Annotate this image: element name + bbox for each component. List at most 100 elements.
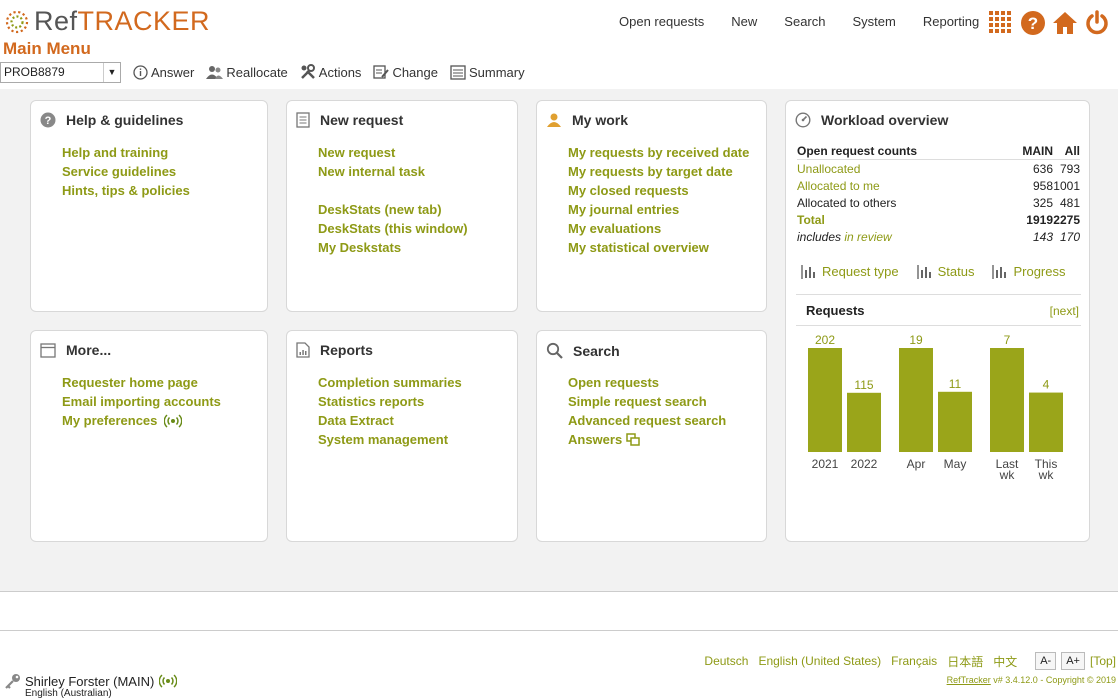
home-icon[interactable] [1052, 10, 1078, 36]
new-window-icon [626, 433, 640, 446]
tools-icon [300, 64, 315, 79]
link-my-closed-requests[interactable]: My closed requests [568, 183, 689, 198]
lang-japanese[interactable]: 日本語 [947, 654, 984, 669]
workload-tabs: Request type Status Progress [801, 264, 1084, 279]
link-deskstats-new-tab[interactable]: DeskStats (new tab) [318, 202, 442, 217]
answer-button[interactable]: Answer [133, 65, 194, 80]
link-help-training[interactable]: Help and training [62, 145, 169, 160]
request-select[interactable]: PROB8879 ▼ [0, 61, 121, 83]
chart-bar[interactable] [808, 348, 842, 452]
change-button[interactable]: Change [373, 64, 438, 80]
chart-category-label: Last [996, 457, 1019, 471]
key-icon [5, 674, 20, 689]
link-simple-search[interactable]: Simple request search [568, 394, 707, 409]
link-requester-home[interactable]: Requester home page [62, 375, 198, 390]
link-answers[interactable]: Answers [568, 430, 726, 449]
tab-request-type[interactable]: Request type [801, 264, 908, 279]
summary-button[interactable]: Summary [450, 65, 525, 80]
logo-tracker: TRACKER [77, 6, 211, 36]
chart-value-label: 11 [949, 377, 962, 391]
font-increase-button[interactable]: A+ [1061, 652, 1085, 670]
answers-label: Answers [568, 432, 623, 447]
link-statistics-reports[interactable]: Statistics reports [318, 394, 425, 409]
chart-category-label: This [1035, 457, 1058, 471]
workload-row-total[interactable]: Total 1919 2275 [797, 212, 1080, 227]
reallocate-button[interactable]: Reallocate [206, 65, 288, 80]
bar-chart-icon [916, 264, 931, 279]
language-bar: Deutsch English (United States) Français… [704, 652, 1118, 670]
link-my-journal-entries[interactable]: My journal entries [568, 202, 680, 217]
requests-chart-area: Requests [next] 202 2021 115 2022 19 Apr 11 May… [796, 294, 1081, 499]
tab-status[interactable]: Status [916, 264, 984, 279]
link-my-evaluations[interactable]: My evaluations [568, 221, 662, 236]
font-decrease-button[interactable]: A- [1035, 652, 1057, 670]
logo[interactable]: RefTRACKER [4, 6, 210, 37]
lang-english-us[interactable]: English (United States) [758, 654, 882, 668]
lang-deutsch[interactable]: Deutsch [704, 654, 749, 668]
nav-reporting[interactable]: Reporting [922, 14, 980, 29]
power-icon[interactable] [1084, 10, 1110, 36]
link-my-statistical-overview[interactable]: My statistical overview [568, 240, 709, 255]
chart-category-label: May [944, 457, 967, 471]
workload-header: Open request counts MAIN All [797, 144, 1080, 160]
chart-bar[interactable] [1029, 392, 1063, 452]
my-preferences-label: My preferences [62, 413, 158, 428]
help-icon[interactable]: ? [1020, 10, 1046, 36]
link-my-requests-target[interactable]: My requests by target date [568, 164, 733, 179]
nav-open-requests[interactable]: Open requests [619, 14, 705, 29]
chart-bar[interactable] [847, 392, 881, 452]
report-icon [296, 342, 310, 358]
link-my-deskstats[interactable]: My Deskstats [318, 240, 402, 255]
copyright-text: v# 3.4.12.0 - Copyright © 2019 [990, 675, 1116, 685]
link-new-internal-task[interactable]: New internal task [318, 164, 425, 179]
workload-row-allocated-me[interactable]: Allocated to me 958 1001 [797, 178, 1080, 193]
link-open-requests[interactable]: Open requests [568, 375, 660, 390]
copyright-link[interactable]: RefTracker [946, 675, 991, 685]
link-completion-summaries[interactable]: Completion summaries [318, 375, 462, 390]
chart-next-link[interactable]: [next] [1049, 304, 1079, 318]
tab-progress[interactable]: Progress [992, 264, 1074, 279]
window-icon [40, 342, 56, 358]
lang-francais[interactable]: Français [891, 654, 938, 668]
chart-title: Requests [806, 303, 865, 318]
chevron-down-icon[interactable]: ▼ [103, 62, 120, 82]
link-system-management[interactable]: System management [318, 432, 449, 447]
nav-new[interactable]: New [731, 14, 758, 29]
chart-value-label: 202 [815, 333, 835, 347]
lang-chinese[interactable]: 中文 [993, 654, 1018, 669]
panel-more: More... Requester home page Email import… [30, 330, 268, 542]
link-my-preferences[interactable]: My preferences [62, 411, 221, 430]
svg-text:?: ? [45, 115, 52, 127]
users-icon [206, 65, 224, 79]
nav-system[interactable]: System [852, 14, 896, 29]
chart-bar[interactable] [990, 348, 1024, 452]
logo-ref: Ref [34, 6, 78, 36]
link-service-guidelines[interactable]: Service guidelines [62, 164, 177, 179]
link-email-importing[interactable]: Email importing accounts [62, 394, 221, 409]
grid-apps-icon[interactable] [988, 10, 1014, 36]
panel-new-request-title: New request [320, 112, 404, 128]
link-deskstats-this-window[interactable]: DeskStats (this window) [318, 221, 468, 236]
panel-more-title: More... [66, 342, 112, 358]
broadcast-icon [159, 674, 178, 688]
chart-bar[interactable] [899, 348, 933, 452]
link-data-extract[interactable]: Data Extract [318, 413, 394, 428]
link-new-request[interactable]: New request [318, 145, 396, 160]
change-label: Change [392, 64, 438, 80]
top-icons: ? [988, 10, 1110, 36]
actions-button[interactable]: Actions [300, 64, 361, 80]
top-link[interactable]: [Top] [1089, 654, 1116, 668]
panel-workload: Workload overview Open request counts MA… [785, 100, 1090, 542]
link-hints-tips[interactable]: Hints, tips & policies [62, 183, 190, 198]
chart-value-label: 7 [1004, 333, 1011, 347]
page-title: Main Menu [3, 39, 91, 58]
link-advanced-search[interactable]: Advanced request search [568, 413, 727, 428]
nav-search[interactable]: Search [784, 14, 826, 29]
footer-bar [0, 591, 1118, 631]
chart-bar[interactable] [938, 391, 972, 452]
person-icon [547, 113, 561, 127]
workload-row-unallocated[interactable]: Unallocated 636 793 [797, 161, 1080, 176]
panel-my-work-title: My work [572, 112, 629, 128]
link-my-requests-received[interactable]: My requests by received date [568, 145, 750, 160]
